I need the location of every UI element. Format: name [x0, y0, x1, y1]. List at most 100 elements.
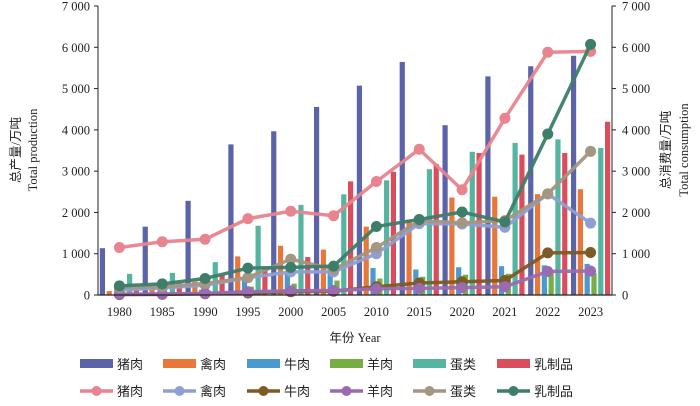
line-point-4-2010 [370, 242, 382, 254]
bar-2-2023 [584, 263, 590, 295]
line-point-0-2000 [285, 205, 297, 217]
line-point-2-2022 [542, 247, 554, 259]
legend-bar-swatch [247, 359, 280, 368]
right-tick-label: 1 000 [622, 247, 650, 261]
legend-line-marker [174, 386, 185, 396]
legend-bar-label: 乳制品 [534, 358, 573, 373]
bar-1-2000 [277, 245, 284, 295]
line-point-3-2023 [585, 265, 597, 277]
right-axis-title-en: Total consumption [677, 103, 691, 197]
bar-0-2023 [570, 55, 577, 295]
bar-2-2022 [541, 265, 547, 295]
legend-bar-swatch [497, 359, 530, 368]
bar-4-2022 [555, 139, 561, 295]
bar-0-2005 [313, 106, 320, 295]
line-point-5-1980 [113, 280, 125, 292]
left-tick-label: 1 000 [62, 247, 90, 261]
x-tick-label: 2000 [278, 305, 303, 319]
legend-bar-swatch [80, 359, 113, 368]
x-tick-label: 2020 [450, 305, 475, 319]
legend-line-label: 乳制品 [534, 385, 573, 400]
line-point-4-2000 [285, 253, 297, 265]
legend-line-marker [258, 386, 269, 396]
x-tick-label: 2010 [364, 305, 389, 319]
line-point-5-2010 [370, 220, 382, 232]
left-tick-label: 7 000 [62, 0, 90, 14]
line-point-4-2020 [456, 217, 468, 229]
legend-bar-label: 牛肉 [284, 358, 310, 373]
legend-bar-swatch [413, 359, 446, 368]
legend-line-marker [91, 386, 102, 396]
legend-line-label: 牛肉 [284, 385, 310, 400]
left-tick-label: 2 000 [62, 206, 90, 220]
right-tick-label: 4 000 [622, 123, 650, 137]
bar-5-1980 [133, 289, 140, 295]
line-point-4-2022 [542, 188, 554, 200]
x-tick-label: 1985 [150, 305, 175, 319]
bar-4-2010 [384, 180, 390, 295]
bar-3-2022 [548, 273, 554, 295]
line-point-3-2005 [328, 284, 340, 296]
legend-line-marker [424, 386, 435, 396]
line-point-5-2022 [542, 128, 554, 140]
bar-0-2020 [442, 125, 448, 295]
bar-5-2021 [519, 154, 525, 295]
bar-0-2015 [399, 61, 405, 296]
legend-line-label: 羊肉 [367, 384, 393, 400]
bar-1-1990 [192, 281, 198, 295]
line-point-0-2005 [328, 210, 340, 222]
left-tick-label: 4 000 [62, 123, 90, 137]
line-point-5-1990 [199, 272, 211, 284]
line-point-5-1995 [242, 262, 254, 274]
line-point-0-2010 [370, 175, 382, 187]
line-point-5-2021 [499, 216, 511, 228]
x-tick-label: 1995 [235, 305, 260, 319]
bar-4-1995 [255, 225, 261, 295]
legend-line-marker [341, 386, 352, 396]
bar-1-2020 [449, 197, 455, 295]
bar-4-2000 [298, 204, 304, 295]
right-tick-label: 6 000 [622, 41, 650, 55]
right-tick-label: 2 000 [622, 206, 650, 220]
line-point-5-2015 [413, 213, 425, 225]
line-series-4 [119, 150, 592, 290]
bar-1-2010 [363, 226, 369, 295]
right-tick-label: 5 000 [622, 82, 650, 96]
left-tick-label: 5 000 [62, 82, 90, 96]
bar-4-2005 [341, 194, 347, 295]
bar-4-1990 [212, 262, 218, 295]
bar-1-1995 [235, 256, 241, 295]
x-tick-label: 2022 [535, 305, 560, 319]
x-axis-title: 年份 Year [329, 331, 381, 345]
bar-5-2022 [562, 152, 568, 295]
legend-bar-label: 禽肉 [200, 357, 226, 373]
line-point-5-2005 [328, 260, 340, 272]
bar-0-2010 [356, 85, 363, 296]
x-tick-label: 1990 [193, 305, 218, 319]
bar-0-1980 [99, 248, 106, 295]
left-axis-title-en: Total production [26, 108, 40, 192]
x-tick-label: 2005 [321, 305, 346, 319]
bar-5-2023 [604, 121, 611, 296]
line-point-0-2021 [499, 112, 511, 124]
bar-2-2010 [370, 268, 376, 295]
bar-5-2010 [390, 171, 397, 295]
line-point-3-2022 [542, 265, 554, 277]
bar-5-1985 [176, 283, 182, 295]
line-point-5-2000 [285, 261, 297, 273]
bar-1-2023 [577, 189, 583, 295]
line-point-1-2023 [585, 217, 597, 229]
right-tick-label: 3 000 [622, 165, 650, 179]
left-axis-title-cn: 总产量/万吨 [9, 117, 23, 183]
x-tick-label: 1980 [107, 305, 132, 319]
left-tick-label: 6 000 [62, 41, 90, 55]
legend-bar-swatch [163, 359, 196, 368]
bar-1-2015 [406, 219, 412, 295]
left-tick-label: 3 000 [62, 165, 90, 179]
line-series-3 [119, 269, 591, 296]
line-point-3-2015 [413, 282, 425, 294]
line-point-0-2015 [413, 143, 425, 155]
bar-0-2022 [528, 66, 534, 295]
